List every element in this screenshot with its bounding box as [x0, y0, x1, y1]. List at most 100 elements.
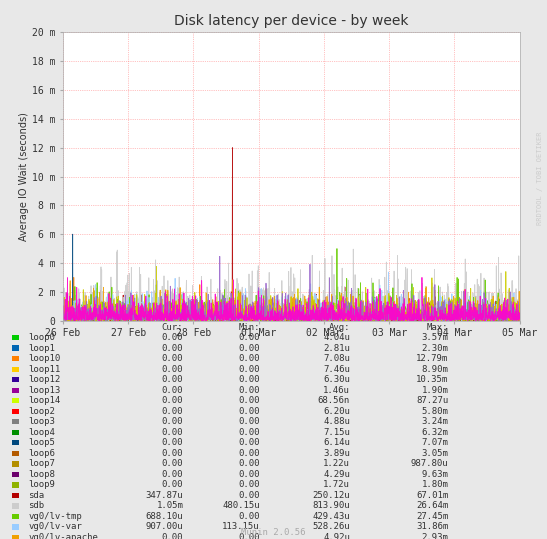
Text: 6.30u: 6.30u — [323, 375, 350, 384]
Text: 0.00: 0.00 — [238, 480, 260, 489]
Text: loop6: loop6 — [28, 449, 55, 458]
Text: 10.35m: 10.35m — [416, 375, 449, 384]
Text: 1.05m: 1.05m — [156, 501, 183, 510]
Text: 8.90m: 8.90m — [422, 365, 449, 374]
Text: 7.07m: 7.07m — [422, 438, 449, 447]
Text: loop11: loop11 — [28, 365, 61, 374]
Text: 0.00: 0.00 — [238, 533, 260, 539]
Text: 4.92u: 4.92u — [323, 533, 350, 539]
Text: loop10: loop10 — [28, 354, 61, 363]
Text: 9.63m: 9.63m — [422, 470, 449, 479]
Text: 0.00: 0.00 — [162, 386, 183, 395]
Text: 31.86m: 31.86m — [416, 522, 449, 531]
Text: loop13: loop13 — [28, 386, 61, 395]
Text: 4.29u: 4.29u — [323, 470, 350, 479]
Text: 0.00: 0.00 — [162, 417, 183, 426]
Text: 480.15u: 480.15u — [222, 501, 260, 510]
Text: 0.00: 0.00 — [162, 459, 183, 468]
Text: 250.12u: 250.12u — [312, 491, 350, 500]
Text: 7.15u: 7.15u — [323, 428, 350, 437]
Text: 0.00: 0.00 — [238, 407, 260, 416]
Text: 6.14u: 6.14u — [323, 438, 350, 447]
Text: loop4: loop4 — [28, 428, 55, 437]
Y-axis label: Average IO Wait (seconds): Average IO Wait (seconds) — [19, 112, 29, 241]
Text: Min:: Min: — [238, 323, 260, 331]
Text: 0.00: 0.00 — [162, 354, 183, 363]
Text: loop2: loop2 — [28, 407, 55, 416]
Text: 2.81u: 2.81u — [323, 344, 350, 353]
Text: loop7: loop7 — [28, 459, 55, 468]
Text: loop8: loop8 — [28, 470, 55, 479]
Text: 68.56n: 68.56n — [318, 396, 350, 405]
Text: 0.00: 0.00 — [162, 470, 183, 479]
Text: 6.32m: 6.32m — [422, 428, 449, 437]
Text: 12.79m: 12.79m — [416, 354, 449, 363]
Text: 0.00: 0.00 — [238, 491, 260, 500]
Text: vg0/lv-apache: vg0/lv-apache — [28, 533, 98, 539]
Text: Cur:: Cur: — [162, 323, 183, 331]
Text: 0.00: 0.00 — [238, 470, 260, 479]
Text: 1.72u: 1.72u — [323, 480, 350, 489]
Title: Disk latency per device - by week: Disk latency per device - by week — [174, 15, 409, 29]
Text: 0.00: 0.00 — [238, 344, 260, 353]
Text: 87.27u: 87.27u — [416, 396, 449, 405]
Text: 3.89u: 3.89u — [323, 449, 350, 458]
Text: 0.00: 0.00 — [238, 428, 260, 437]
Text: 0.00: 0.00 — [238, 449, 260, 458]
Text: 528.26u: 528.26u — [312, 522, 350, 531]
Text: 113.15u: 113.15u — [222, 522, 260, 531]
Text: 688.10u: 688.10u — [146, 512, 183, 521]
Text: 0.00: 0.00 — [238, 417, 260, 426]
Text: loop3: loop3 — [28, 417, 55, 426]
Text: 3.05m: 3.05m — [422, 449, 449, 458]
Text: 67.01m: 67.01m — [416, 491, 449, 500]
Text: 4.04u: 4.04u — [323, 333, 350, 342]
Text: 0.00: 0.00 — [238, 354, 260, 363]
Text: loop12: loop12 — [28, 375, 61, 384]
Text: Max:: Max: — [427, 323, 449, 331]
Text: 0.00: 0.00 — [238, 438, 260, 447]
Text: 429.43u: 429.43u — [312, 512, 350, 521]
Text: loop9: loop9 — [28, 480, 55, 489]
Text: loop14: loop14 — [28, 396, 61, 405]
Text: 0.00: 0.00 — [238, 386, 260, 395]
Text: 3.24m: 3.24m — [422, 417, 449, 426]
Text: 0.00: 0.00 — [238, 512, 260, 521]
Text: 27.45m: 27.45m — [416, 512, 449, 521]
Text: 26.64m: 26.64m — [416, 501, 449, 510]
Text: 2.93m: 2.93m — [422, 533, 449, 539]
Text: 907.00u: 907.00u — [146, 522, 183, 531]
Text: 0.00: 0.00 — [162, 344, 183, 353]
Text: sdb: sdb — [28, 501, 44, 510]
Text: 7.46u: 7.46u — [323, 365, 350, 374]
Text: 6.20u: 6.20u — [323, 407, 350, 416]
Text: 0.00: 0.00 — [162, 333, 183, 342]
Text: 2.30m: 2.30m — [422, 344, 449, 353]
Text: 0.00: 0.00 — [238, 375, 260, 384]
Text: 0.00: 0.00 — [238, 459, 260, 468]
Text: 0.00: 0.00 — [162, 438, 183, 447]
Text: loop1: loop1 — [28, 344, 55, 353]
Text: 1.80m: 1.80m — [422, 480, 449, 489]
Text: 4.88u: 4.88u — [323, 417, 350, 426]
Text: 7.08u: 7.08u — [323, 354, 350, 363]
Text: Avg:: Avg: — [329, 323, 350, 331]
Text: 813.90u: 813.90u — [312, 501, 350, 510]
Text: 1.22u: 1.22u — [323, 459, 350, 468]
Text: 0.00: 0.00 — [162, 449, 183, 458]
Text: 0.00: 0.00 — [238, 333, 260, 342]
Text: 987.80u: 987.80u — [411, 459, 449, 468]
Text: vg0/lv-var: vg0/lv-var — [28, 522, 82, 531]
Text: 0.00: 0.00 — [162, 407, 183, 416]
Text: 0.00: 0.00 — [162, 375, 183, 384]
Text: 0.00: 0.00 — [162, 365, 183, 374]
Text: 347.87u: 347.87u — [146, 491, 183, 500]
Text: 0.00: 0.00 — [162, 396, 183, 405]
Text: loop0: loop0 — [28, 333, 55, 342]
Text: 0.00: 0.00 — [238, 365, 260, 374]
Text: 3.57m: 3.57m — [422, 333, 449, 342]
Text: 0.00: 0.00 — [238, 396, 260, 405]
Text: 0.00: 0.00 — [162, 480, 183, 489]
Text: RRDTOOL / TOBI OETIKER: RRDTOOL / TOBI OETIKER — [537, 131, 543, 225]
Text: sda: sda — [28, 491, 44, 500]
